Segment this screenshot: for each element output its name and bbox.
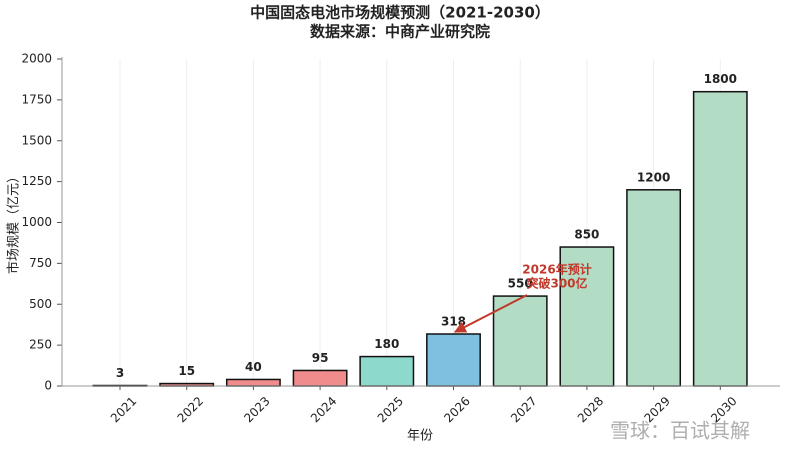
annotation: 2026年预计 [522,262,591,277]
y-tick-label: 0 [44,379,52,393]
value-label: 850 [574,228,599,242]
x-tick-label: 2021 [108,394,139,425]
value-label: 318 [441,315,466,329]
y-tick-label: 2000 [21,52,52,66]
bar [225,378,281,387]
chart-title: 中国固态电池市场规模预测（2021-2030） [250,4,550,22]
y-tick-label: 1750 [21,92,52,106]
x-tick-label: 2027 [508,394,539,425]
bar [426,333,481,387]
value-label: 180 [374,337,399,351]
annotation-arrow [453,294,528,333]
x-axis-label: 年份 [407,429,433,444]
bar [492,295,548,387]
x-tick-label: 2025 [375,394,406,425]
value-label: 40 [245,360,262,374]
x-tick-label: 2022 [175,394,206,425]
value-label: 550 [508,277,533,291]
y-tick-label: 1000 [21,215,52,229]
y-tick-label: 250 [29,338,52,352]
bar [359,355,415,387]
y-tick-label: 1500 [21,133,52,147]
value-label: 1800 [704,72,737,86]
bar [626,189,682,387]
y-tick-label: 500 [29,297,52,311]
y-tick-label: 750 [29,256,52,270]
value-label: 3 [116,366,124,380]
x-tick-label: 2023 [241,394,272,425]
bar [292,369,348,387]
bar [559,246,615,387]
x-tick-label: 2026 [441,394,472,425]
x-tick-label: 2028 [575,394,606,425]
watermark: 雪球：百试其解 [610,419,750,443]
annotation: 突破300亿 [526,276,587,291]
chart-subtitle: 数据来源：中商产业研究院 [310,23,490,41]
value-label: 95 [312,351,329,365]
y-tick-label: 1250 [21,174,52,188]
y-axis-label: 市场规模（亿元） [6,170,22,274]
x-tick-label: 2024 [308,394,339,425]
value-label: 15 [178,364,195,378]
bar [692,90,748,387]
value-label: 1200 [637,170,670,184]
